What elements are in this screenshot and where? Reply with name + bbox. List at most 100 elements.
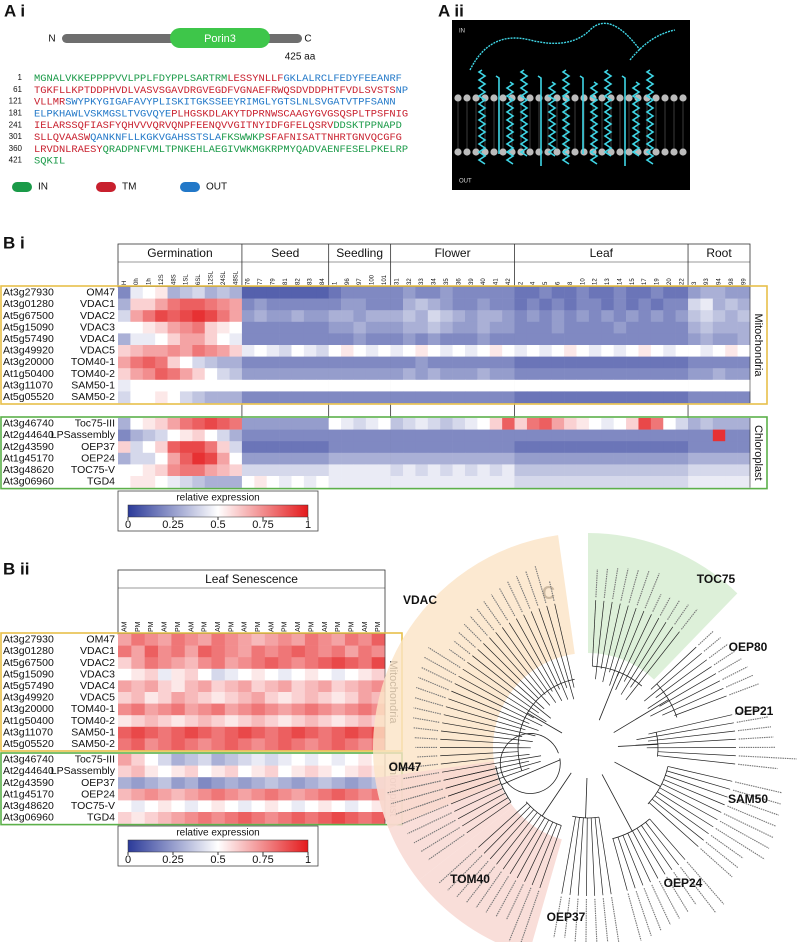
heatmap-cell — [539, 287, 553, 299]
heatmap-cell — [403, 298, 416, 311]
heatmap-cell — [688, 310, 701, 323]
heatmap-cell — [179, 321, 193, 334]
heatmap-cell — [344, 657, 359, 670]
heatmap-cell — [155, 356, 168, 369]
heatmap-cell — [224, 800, 239, 813]
heatmap-cell — [328, 476, 342, 488]
heatmap-cell — [211, 800, 226, 813]
heatmap-cell — [477, 429, 491, 442]
heatmap-cell — [650, 310, 664, 323]
heatmap-cell — [211, 777, 226, 790]
heatmap-cell — [526, 368, 540, 381]
heatmap-cell — [251, 703, 266, 716]
heatmap-cell — [452, 368, 466, 381]
leaf-label — [708, 643, 729, 659]
gene-id: At3g01280 — [3, 298, 54, 310]
heatmap-cell — [464, 429, 478, 442]
column-label: 1 — [332, 281, 338, 285]
heatmap-cell — [427, 418, 441, 430]
column-label: 22 — [679, 278, 685, 285]
tree-branch — [657, 755, 736, 765]
heatmap-cell — [184, 668, 199, 681]
heatmap-cell — [489, 310, 503, 323]
heatmap-cell — [318, 715, 332, 728]
membrane-bead — [607, 148, 615, 156]
heatmap-cell — [241, 464, 255, 477]
column-label: 5 — [543, 281, 549, 285]
tree-branch — [647, 730, 736, 742]
heatmap-cell — [650, 418, 664, 430]
heatmap-cell — [588, 464, 602, 477]
heatmap-cell — [502, 464, 515, 477]
heatmap-cell — [291, 298, 305, 311]
heatmap-cell — [279, 345, 292, 357]
heatmap-cell — [452, 441, 466, 454]
heatmap-cell — [131, 726, 145, 739]
heatmap-cell — [229, 464, 243, 477]
gene-id: At3g48620 — [3, 800, 54, 812]
heatmap-cell — [378, 441, 391, 454]
heatmap-cell — [539, 356, 553, 369]
heatmap-cell — [211, 657, 226, 670]
heatmap-cell — [539, 391, 553, 404]
leaf-label — [420, 827, 460, 853]
heatmap-cell — [130, 452, 144, 465]
heatmap-cell — [737, 379, 751, 392]
heatmap-cell — [167, 452, 181, 465]
heatmap-cell — [279, 441, 292, 454]
leaf-label — [553, 896, 562, 938]
heatmap-cell — [638, 356, 652, 369]
heatmap-cell — [477, 287, 491, 299]
heatmap-cell — [514, 333, 528, 346]
tree-branch — [457, 792, 506, 820]
column-label: 2 — [518, 281, 524, 285]
heatmap-cell — [403, 287, 416, 299]
heatmap-cell — [514, 356, 528, 369]
membrane-bead — [481, 148, 489, 156]
heatmap-cell — [198, 765, 212, 778]
heatmap-cell — [650, 429, 664, 442]
tree-branch — [483, 806, 531, 854]
column-label: PM — [175, 621, 182, 632]
heatmap-cell — [725, 391, 738, 404]
section-label: Chloroplast — [752, 425, 764, 481]
heatmap-cell — [341, 356, 354, 369]
heatmap-cell — [427, 368, 441, 381]
heatmap-cell — [331, 788, 346, 801]
heatmap-cell — [179, 441, 193, 454]
membrane-bead — [580, 148, 588, 156]
heatmap-cell — [179, 418, 193, 430]
heatmap-cell — [142, 310, 156, 323]
heatmap-cell — [514, 298, 528, 311]
heatmap-cell — [440, 345, 453, 357]
heatmap-cell — [266, 321, 280, 334]
gene-id: At3g11070 — [3, 726, 53, 738]
leaf-label — [674, 604, 689, 625]
heatmap-cell — [171, 692, 186, 704]
heatmap-cell — [328, 464, 342, 477]
heatmap-cell — [502, 452, 515, 465]
heatmap-cell — [403, 368, 416, 381]
heatmap-cell — [158, 777, 172, 790]
colorbar-tick-label: 0 — [125, 519, 131, 531]
heatmap-cell — [144, 726, 159, 739]
heatmap-cell — [316, 321, 329, 334]
heatmap-cell — [167, 356, 181, 369]
leaf-label — [548, 581, 555, 601]
heatmap-cell — [238, 645, 252, 658]
column-label: 31 — [394, 278, 400, 285]
leaf-label — [420, 666, 453, 683]
column-label: AM — [162, 621, 169, 632]
heatmap-cell — [217, 476, 230, 488]
heatmap-cell — [131, 777, 145, 790]
gene-name: TOC75-V — [71, 800, 115, 812]
heatmap-cell — [601, 333, 614, 346]
heatmap-cell — [576, 476, 590, 488]
column-label: 98 — [729, 278, 735, 285]
heatmap-cell — [526, 298, 540, 311]
column-label: 8 — [568, 281, 574, 285]
heatmap-cell — [204, 333, 218, 346]
heatmap-cell — [353, 464, 367, 477]
gene-id: At2g43590 — [3, 777, 54, 789]
